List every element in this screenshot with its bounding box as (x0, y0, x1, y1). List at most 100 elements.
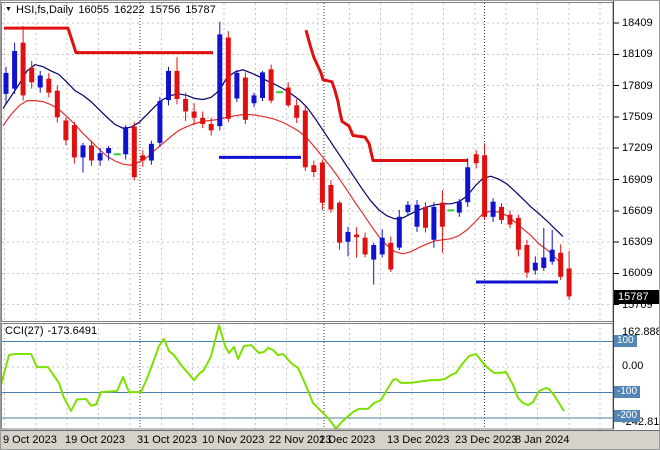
candlestick (345, 226, 351, 257)
candle-body (388, 242, 394, 270)
candle-body (490, 201, 496, 217)
candle-body (242, 77, 248, 120)
chevron-down-icon[interactable]: ▼ (5, 6, 12, 13)
price-axis-label: 17509 (622, 110, 653, 123)
candle-body (285, 87, 291, 106)
grid-lines (2, 3, 613, 429)
ma-line-red (2, 99, 564, 267)
candle-body (328, 185, 334, 210)
candle-body (423, 206, 428, 228)
candlestick (541, 227, 547, 271)
candle-body (208, 124, 214, 131)
candle-body (524, 245, 530, 273)
candlestick (260, 70, 265, 102)
candle-body (302, 110, 308, 168)
candle-body (37, 75, 43, 88)
cci-panel-border[interactable] (1, 323, 614, 430)
candle-body (106, 148, 112, 154)
date-label: 22 Nov 2023 (269, 434, 332, 446)
trendlines (219, 155, 558, 284)
candlestick (12, 42, 18, 94)
candlestick (208, 117, 214, 136)
candlestick (473, 150, 479, 169)
candlestick (549, 229, 555, 265)
candlestick (371, 242, 377, 285)
price-axis-label: 16609 (622, 204, 653, 217)
candlestick (456, 199, 462, 217)
candle-body (294, 105, 300, 118)
candlestick (148, 140, 154, 165)
candlestick (319, 159, 325, 210)
candle-body (507, 214, 513, 225)
candlestick (423, 202, 428, 233)
candlestick (80, 142, 86, 173)
candle-body (217, 34, 223, 127)
candlestick (490, 198, 496, 222)
candlestick (294, 99, 300, 123)
candle-body (379, 237, 385, 255)
date-label: 10 Nov 2023 (202, 434, 265, 446)
chart-title: ▼ HSI,fs,Daily 16055 16222 15756 15787 (5, 4, 221, 16)
candle-body (166, 70, 171, 100)
candle-body (200, 117, 206, 124)
candlestick (515, 214, 521, 257)
candle-body (456, 201, 462, 213)
panel-borders (1, 1, 614, 430)
candlestick (46, 72, 52, 98)
cci-level-label: -200 (614, 409, 641, 422)
candle-body (131, 126, 137, 178)
candle-body (439, 202, 445, 227)
candle-body (371, 245, 377, 260)
candlestick (328, 180, 334, 213)
candle-body (558, 252, 564, 277)
candle-body (251, 95, 257, 104)
candle-body (499, 206, 504, 220)
indicator-name-label: CCI(27) (5, 325, 44, 337)
candle-body (541, 257, 547, 268)
ohlc-open: 16055 (78, 4, 109, 16)
candle-body (234, 72, 240, 99)
candlestick (354, 227, 360, 258)
candlestick (157, 96, 163, 147)
candlestick (302, 105, 308, 171)
candlestick (285, 82, 291, 108)
price-axis-label: 16009 (622, 267, 653, 280)
candlestick (3, 66, 9, 104)
symbol-period-label: HSI,fs,Daily (15, 4, 74, 16)
candlestick (311, 160, 317, 178)
trailing-stop-segment (304, 29, 468, 162)
candlestick (200, 111, 206, 129)
candlestick (439, 190, 445, 253)
candle-body (3, 72, 9, 94)
date-label: 1 Dec 2023 (319, 434, 376, 446)
candlestick (166, 66, 171, 106)
axis-ticks (614, 22, 619, 416)
candlestick (106, 145, 112, 161)
price-axis-label: 18109 (622, 48, 653, 61)
candle-body (311, 165, 317, 172)
candle-body (191, 111, 197, 118)
cci-axis-label: 0.00 (622, 360, 644, 373)
candlestick (140, 150, 146, 167)
candlestick (465, 158, 471, 207)
candlestick (63, 117, 69, 146)
candlestick (191, 103, 197, 126)
cci-level-label: 100 (614, 335, 637, 348)
candlestick (174, 57, 180, 105)
candle-body (362, 237, 368, 255)
main-panel (2, 21, 572, 300)
time-axis[interactable] (1, 430, 659, 449)
candle-body (97, 153, 103, 161)
trailing-stop-line (4, 26, 468, 162)
candlestick (131, 121, 137, 181)
candlestick (362, 232, 368, 258)
candlestick (217, 21, 223, 131)
price-axis-label: 16309 (622, 236, 653, 249)
date-label: 19 Oct 2023 (65, 434, 125, 446)
candle-body (345, 231, 351, 242)
candle-body (337, 202, 342, 243)
candlestick (123, 125, 129, 160)
candle-body (532, 262, 538, 271)
